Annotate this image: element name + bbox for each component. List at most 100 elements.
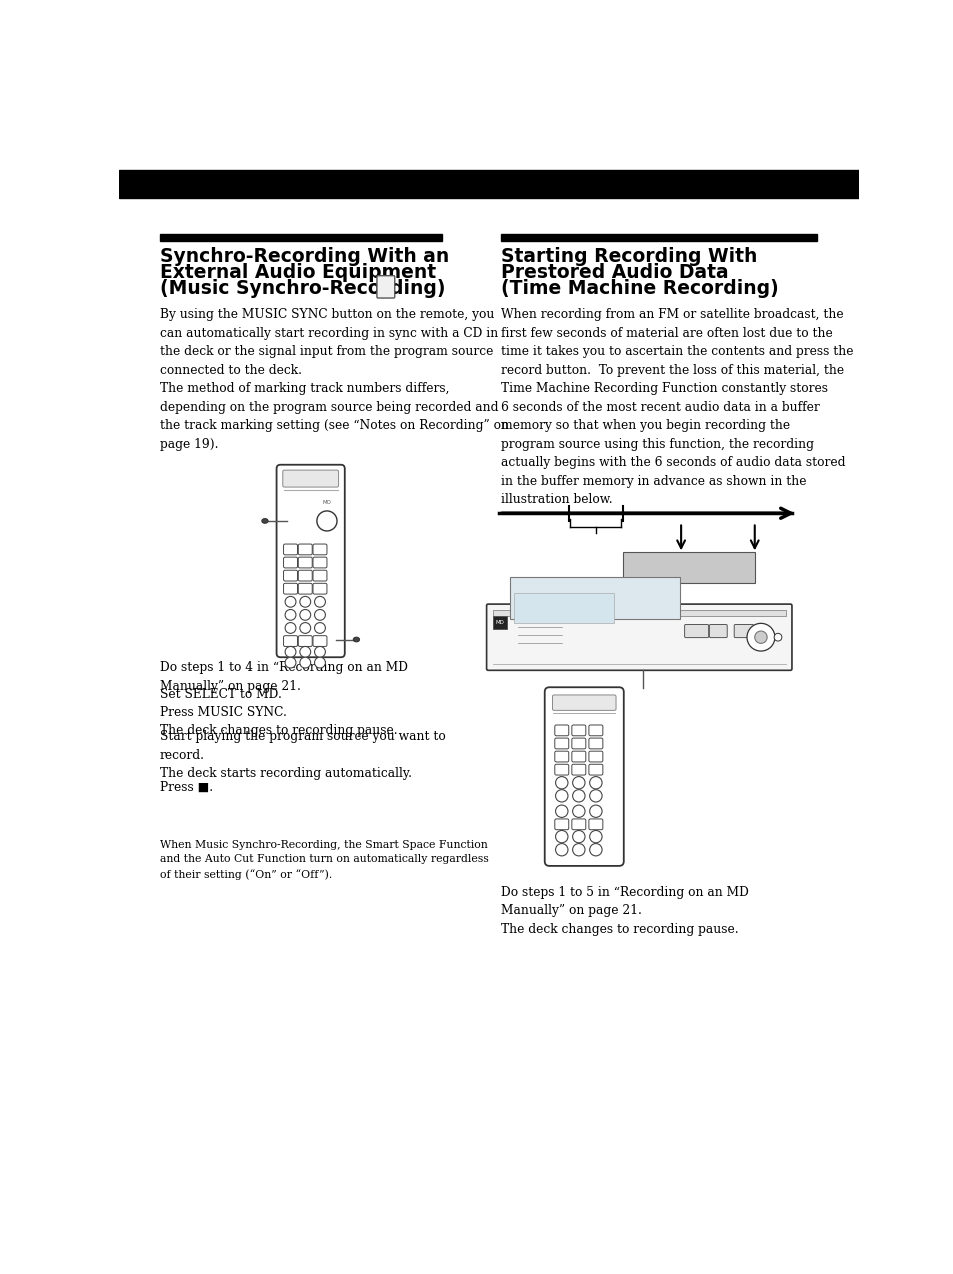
Circle shape — [299, 596, 311, 608]
FancyBboxPatch shape — [588, 725, 602, 736]
Circle shape — [589, 805, 601, 818]
Text: Do steps 1 to 4 in “Recording on an MD
Manually” on page 21.: Do steps 1 to 4 in “Recording on an MD M… — [159, 661, 407, 693]
Circle shape — [314, 623, 325, 633]
FancyBboxPatch shape — [544, 687, 623, 866]
FancyBboxPatch shape — [486, 604, 791, 670]
Circle shape — [555, 831, 567, 843]
FancyBboxPatch shape — [588, 752, 602, 762]
Circle shape — [316, 511, 336, 531]
FancyBboxPatch shape — [571, 752, 585, 762]
FancyBboxPatch shape — [313, 571, 327, 581]
FancyBboxPatch shape — [283, 571, 297, 581]
Circle shape — [299, 623, 311, 633]
Circle shape — [746, 623, 774, 651]
FancyBboxPatch shape — [283, 583, 297, 594]
Bar — [509, 577, 679, 619]
FancyBboxPatch shape — [734, 624, 753, 637]
Text: MD: MD — [495, 620, 504, 626]
FancyBboxPatch shape — [283, 636, 297, 646]
Bar — [493, 610, 785, 617]
FancyBboxPatch shape — [298, 583, 312, 594]
Circle shape — [555, 777, 567, 789]
Circle shape — [589, 777, 601, 789]
FancyBboxPatch shape — [283, 544, 297, 554]
Text: Press MUSIC SYNC.
The deck changes to recording pause.: Press MUSIC SYNC. The deck changes to re… — [159, 706, 396, 738]
Text: External Audio Equipment: External Audio Equipment — [159, 262, 436, 282]
FancyBboxPatch shape — [552, 694, 616, 711]
Circle shape — [314, 646, 325, 657]
Ellipse shape — [261, 519, 268, 524]
FancyBboxPatch shape — [709, 624, 726, 637]
FancyBboxPatch shape — [313, 636, 327, 646]
Circle shape — [299, 646, 311, 657]
FancyBboxPatch shape — [313, 583, 327, 594]
Circle shape — [754, 631, 766, 643]
Text: Start playing the program source you want to
record.
The deck starts recording a: Start playing the program source you wan… — [159, 730, 445, 781]
Text: Do steps 1 to 5 in “Recording on an MD
Manually” on page 21.
The deck changes to: Do steps 1 to 5 in “Recording on an MD M… — [500, 885, 748, 936]
Circle shape — [299, 609, 311, 620]
FancyBboxPatch shape — [555, 764, 568, 775]
Bar — [513, 592, 614, 623]
Text: By using the MUSIC SYNC button on the remote, you
can automatically start record: By using the MUSIC SYNC button on the re… — [159, 308, 508, 451]
Circle shape — [314, 657, 325, 668]
Circle shape — [285, 646, 295, 657]
FancyBboxPatch shape — [555, 738, 568, 749]
Text: (Time Machine Recording): (Time Machine Recording) — [500, 279, 778, 298]
Circle shape — [555, 805, 567, 818]
Text: Prestored Audio Data: Prestored Audio Data — [500, 262, 727, 282]
FancyBboxPatch shape — [571, 738, 585, 749]
FancyBboxPatch shape — [555, 725, 568, 736]
Text: (Music Synchro-Recording): (Music Synchro-Recording) — [159, 279, 445, 298]
Circle shape — [572, 843, 584, 856]
Circle shape — [299, 657, 311, 668]
Circle shape — [555, 843, 567, 856]
FancyBboxPatch shape — [684, 624, 708, 637]
Circle shape — [572, 805, 584, 818]
Ellipse shape — [353, 637, 359, 642]
Text: When Music Synchro-Recording, the Smart Space Function
and the Auto Cut Function: When Music Synchro-Recording, the Smart … — [159, 841, 488, 879]
Text: Starting Recording With: Starting Recording With — [500, 247, 756, 266]
Text: Set SELECT to MD.: Set SELECT to MD. — [159, 688, 281, 701]
Text: When recording from an FM or satellite broadcast, the
first few seconds of mater: When recording from an FM or satellite b… — [500, 308, 852, 507]
Circle shape — [572, 831, 584, 843]
Circle shape — [285, 623, 295, 633]
FancyBboxPatch shape — [298, 636, 312, 646]
FancyBboxPatch shape — [276, 465, 344, 657]
FancyBboxPatch shape — [298, 544, 312, 554]
FancyBboxPatch shape — [555, 819, 568, 829]
Text: Press ■.: Press ■. — [159, 781, 213, 794]
Circle shape — [285, 596, 295, 608]
Circle shape — [555, 790, 567, 803]
Circle shape — [572, 777, 584, 789]
FancyBboxPatch shape — [588, 738, 602, 749]
Circle shape — [314, 609, 325, 620]
Circle shape — [572, 790, 584, 803]
Text: MO: MO — [322, 499, 331, 505]
FancyBboxPatch shape — [313, 557, 327, 568]
Circle shape — [285, 657, 295, 668]
FancyBboxPatch shape — [588, 764, 602, 775]
FancyBboxPatch shape — [571, 764, 585, 775]
Circle shape — [285, 609, 295, 620]
FancyBboxPatch shape — [298, 571, 312, 581]
Circle shape — [314, 596, 325, 608]
FancyBboxPatch shape — [298, 557, 312, 568]
FancyBboxPatch shape — [571, 725, 585, 736]
Bar — [493, 617, 506, 629]
FancyBboxPatch shape — [313, 544, 327, 554]
FancyBboxPatch shape — [283, 557, 297, 568]
FancyBboxPatch shape — [588, 819, 602, 829]
Circle shape — [589, 831, 601, 843]
FancyBboxPatch shape — [571, 819, 585, 829]
Bar — [500, 234, 816, 241]
FancyBboxPatch shape — [555, 752, 568, 762]
Bar — [119, 169, 858, 197]
Circle shape — [589, 843, 601, 856]
Bar — [159, 234, 442, 241]
Circle shape — [773, 633, 781, 641]
Text: Synchro-Recording With an: Synchro-Recording With an — [159, 247, 448, 266]
Circle shape — [589, 790, 601, 803]
FancyBboxPatch shape — [282, 470, 338, 487]
FancyBboxPatch shape — [376, 275, 395, 298]
Bar — [622, 552, 754, 582]
